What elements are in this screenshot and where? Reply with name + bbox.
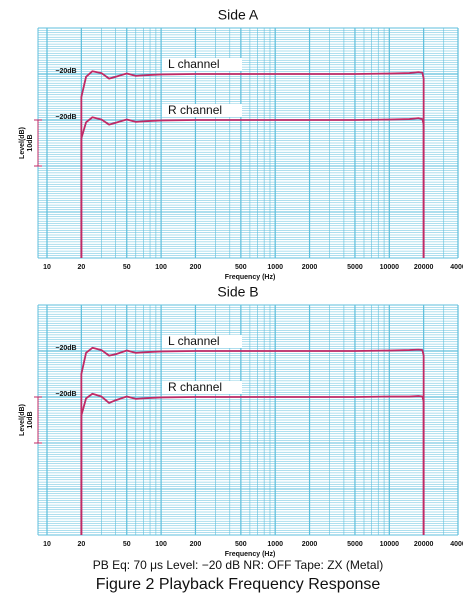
x-tick-label: 100: [155, 541, 167, 548]
x-tick-label: 20000: [414, 541, 434, 548]
x-tick-label: 5000: [347, 541, 363, 548]
series-label: L channel: [168, 57, 220, 71]
x-tick-label: 4000: [450, 264, 463, 271]
series-label-bg: [162, 58, 242, 71]
y-tick-label: −20dB: [55, 345, 76, 352]
scale-bar-label: 10dB: [27, 411, 34, 428]
figure-title: Figure 2 Playback Frequency Response: [96, 576, 381, 593]
series-line: [80, 346, 425, 535]
series-label-bg: [162, 381, 242, 394]
x-tick-label: 200: [190, 541, 202, 548]
x-tick-label: 20: [77, 541, 85, 548]
y-tick-label: −20dB: [55, 68, 76, 75]
x-tick-label: 2000: [302, 264, 318, 271]
x-tick-label: 2000: [302, 541, 318, 548]
plot: [37, 27, 459, 259]
x-tick-label: 10: [43, 264, 51, 271]
x-tick-label: 50: [123, 541, 131, 548]
series-label: L channel: [168, 334, 220, 348]
y-tick-label: −20dB: [55, 391, 76, 398]
x-tick-label: 500: [235, 264, 247, 271]
x-tick-label: 100: [155, 264, 167, 271]
chart-title: Side B: [217, 284, 258, 300]
series-label: R channel: [168, 103, 222, 117]
x-tick-label: 5000: [347, 264, 363, 271]
series-line: [80, 116, 425, 258]
series-label-bg: [162, 335, 242, 348]
y-axis-label: Level(dB): [19, 404, 26, 436]
x-tick-label: 50: [123, 264, 131, 271]
x-axis-label: Frequency (Hz): [225, 551, 276, 558]
y-axis-label: Level(dB): [19, 127, 26, 159]
x-tick-label: 10000: [380, 264, 400, 271]
x-tick-label: 1000: [267, 264, 283, 271]
x-tick-label: 20: [77, 264, 85, 271]
x-tick-label: 200: [190, 264, 202, 271]
x-tick-label: 1000: [267, 541, 283, 548]
plot: [37, 304, 459, 536]
x-tick-label: 10000: [380, 541, 400, 548]
x-tick-label: 10: [43, 541, 51, 548]
series-line: [80, 392, 425, 535]
x-tick-label: 500: [235, 541, 247, 548]
series-label-bg: [162, 104, 242, 117]
series-line: [80, 70, 425, 258]
x-axis-label: Frequency (Hz): [225, 274, 276, 281]
series-label: R channel: [168, 380, 222, 394]
caption-note: PB Eq: 70 μs Level: −20 dB NR: OFF Tape:…: [93, 558, 383, 572]
x-tick-label: 4000: [450, 541, 463, 548]
x-tick-label: 20000: [414, 264, 434, 271]
y-tick-label: −20dB: [55, 114, 76, 121]
chart-title: Side A: [218, 7, 259, 23]
scale-bar-label: 10dB: [27, 134, 34, 151]
